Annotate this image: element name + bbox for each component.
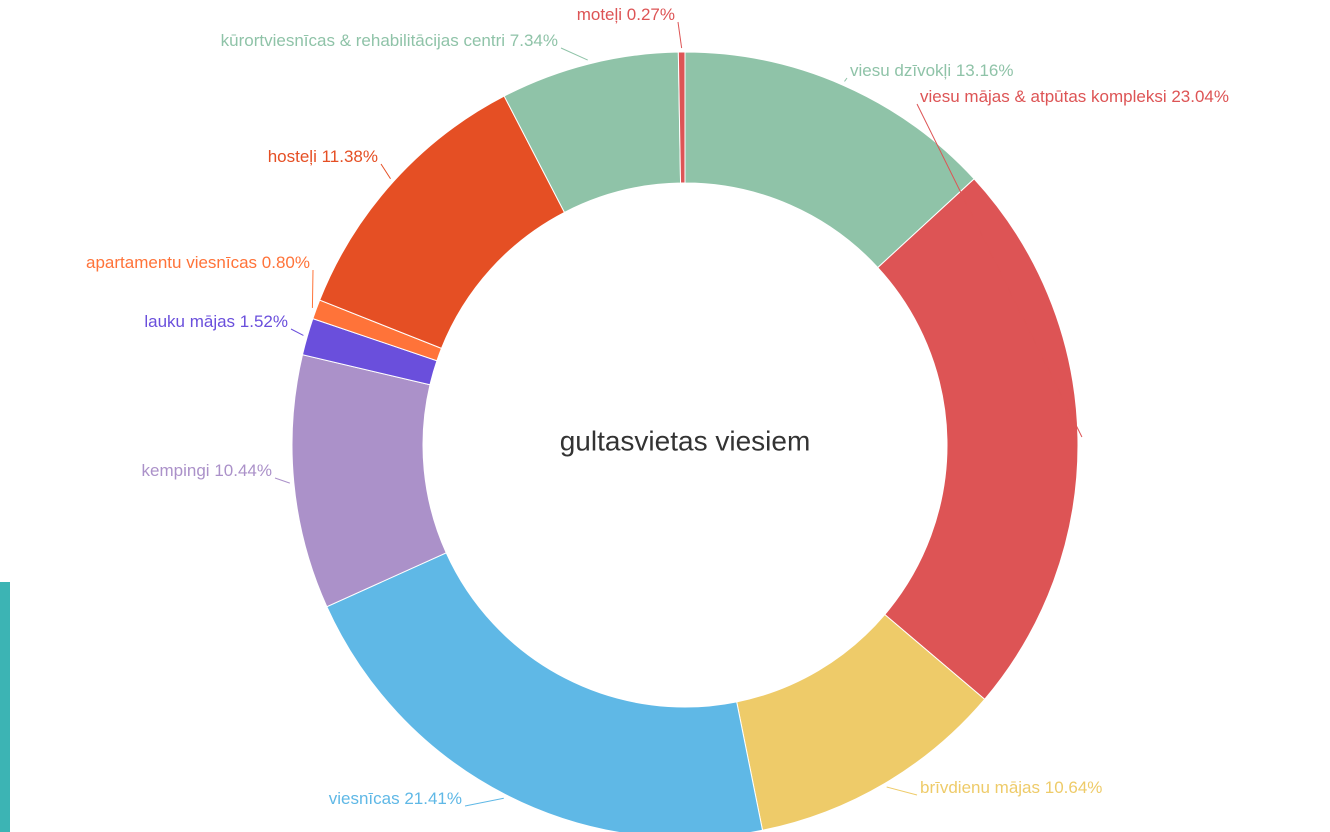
leader-line bbox=[311, 269, 314, 308]
leader-line bbox=[560, 47, 588, 61]
leader-line bbox=[274, 477, 290, 484]
segment-label: kūrortviesnīcas & rehabilitācijas centri… bbox=[221, 31, 558, 50]
leader-line bbox=[886, 786, 918, 796]
segment-name: kūrortviesnīcas & rehabilitācijas centri bbox=[221, 31, 505, 50]
segment-name: moteļi bbox=[577, 5, 622, 24]
segment-value: 13.16% bbox=[956, 61, 1014, 80]
segment-name: lauku mājas bbox=[144, 312, 235, 331]
leader-line bbox=[844, 77, 848, 82]
donut-segment bbox=[677, 51, 686, 184]
segment-name: hosteļi bbox=[268, 147, 317, 166]
side-panel-edge bbox=[0, 582, 10, 832]
leader-line bbox=[380, 163, 391, 180]
segment-value: 23.04% bbox=[1171, 87, 1229, 106]
segment-value: 10.64% bbox=[1045, 778, 1103, 797]
donut-segment bbox=[877, 178, 1079, 700]
segment-name: brīvdienu mājas bbox=[920, 778, 1040, 797]
segment-label: moteļi 0.27% bbox=[577, 5, 675, 24]
chart-title: gultasvietas viesiem bbox=[560, 425, 811, 456]
segment-name: kempingi bbox=[142, 461, 210, 480]
segment-value: 7.34% bbox=[510, 31, 558, 50]
segment-label: viesu mājas & atpūtas kompleksi 23.04% bbox=[920, 87, 1229, 106]
segment-label: lauku mājas 1.52% bbox=[144, 312, 288, 331]
leader-line bbox=[677, 21, 683, 49]
segment-label: viesu dzīvokļi 13.16% bbox=[850, 61, 1014, 80]
segment-value: 0.27% bbox=[627, 5, 675, 24]
leader-line bbox=[464, 797, 504, 807]
segment-label: apartamentu viesnīcas 0.80% bbox=[86, 253, 310, 272]
segment-value: 0.80% bbox=[262, 253, 310, 272]
segment-label: viesnīcas 21.41% bbox=[329, 789, 462, 808]
segment-name: viesu mājas & atpūtas kompleksi bbox=[920, 87, 1167, 106]
leader-line bbox=[290, 328, 304, 336]
segment-value: 10.44% bbox=[214, 461, 272, 480]
segment-label: kempingi 10.44% bbox=[142, 461, 272, 480]
segment-name: viesu dzīvokļi bbox=[850, 61, 951, 80]
leader-line bbox=[916, 103, 1083, 438]
segment-value: 21.41% bbox=[404, 789, 462, 808]
segment-label: hosteļi 11.38% bbox=[268, 147, 378, 166]
segment-value: 11.38% bbox=[322, 147, 378, 166]
segment-name: viesnīcas bbox=[329, 789, 400, 808]
segment-value: 1.52% bbox=[240, 312, 288, 331]
segment-label: brīvdienu mājas 10.64% bbox=[920, 778, 1102, 797]
segment-name: apartamentu viesnīcas bbox=[86, 253, 257, 272]
donut-segment bbox=[326, 552, 764, 832]
